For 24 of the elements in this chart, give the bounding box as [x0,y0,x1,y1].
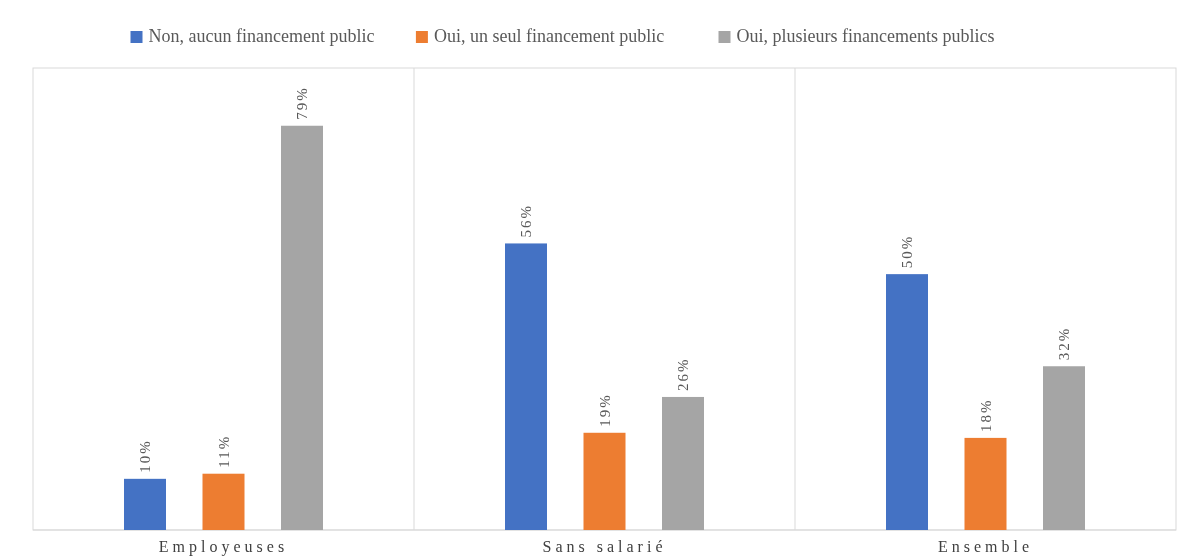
legend-label: Oui, un seul financement public [433,26,665,46]
x-tick-label: Sans salarié [542,538,667,555]
data-label: 18% [977,398,994,432]
data-label: 26% [675,357,691,391]
legend-label: Oui, plusieurs financements publics [736,26,995,46]
legend-label: Non, aucun financement public [148,26,375,46]
bar [202,473,245,530]
data-label: 56% [518,203,534,238]
x-tick-label: Employeuses [158,538,289,556]
x-tick-label: Ensemble [937,538,1034,555]
data-label: 79% [294,86,310,120]
data-label: 10% [137,439,153,473]
bar [583,432,626,530]
data-label: 11% [215,434,232,468]
bar [662,396,704,530]
data-label: 19% [596,393,613,427]
bar [1043,366,1085,530]
data-label: 32% [1056,326,1072,361]
bar [505,243,547,530]
bar [886,274,928,530]
data-label: 50% [899,234,915,269]
bar [964,437,1007,530]
bar [281,125,323,530]
bar [124,478,166,530]
